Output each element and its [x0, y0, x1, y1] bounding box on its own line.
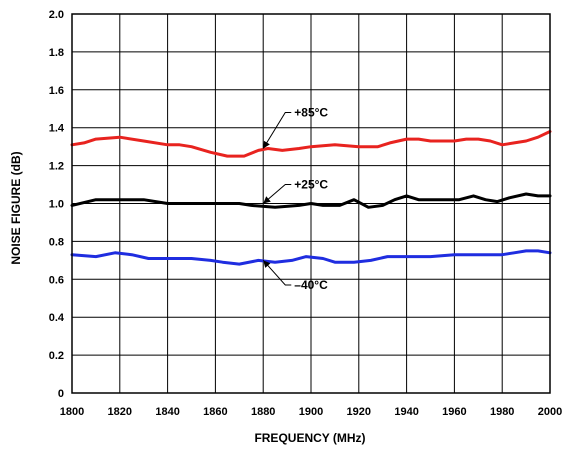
y-tick-label: 0.2 — [49, 350, 64, 362]
x-tick-label: 1820 — [108, 406, 132, 418]
y-tick-label: 0.4 — [49, 312, 65, 324]
y-axis-label: NOISE FIGURE (dB) — [9, 151, 23, 264]
x-tick-label: 1960 — [442, 406, 466, 418]
plot-frame — [71, 13, 551, 394]
series-label-arrowhead — [263, 196, 271, 204]
x-tick-label: 2000 — [538, 406, 562, 418]
series-label: +25°C — [294, 178, 328, 192]
x-tick-label: 1800 — [60, 406, 84, 418]
y-tick-label: 1.0 — [49, 199, 64, 211]
series-annotations: +85°C +25°C –40°C — [262, 106, 328, 292]
y-tick-label: 0.6 — [49, 274, 64, 286]
x-tick-label: 1900 — [299, 406, 323, 418]
x-tick-label: 1860 — [203, 406, 227, 418]
series-line — [70, 249, 552, 266]
x-axis-tick-labels: 1800 1820 1840 1860 1880 1900 1920 1940 1960 1980… — [60, 406, 562, 418]
x-tick-label: 1980 — [490, 406, 514, 418]
y-tick-label: 1.4 — [49, 123, 65, 135]
y-axis-tick-labels: 0 0.2 0.4 0.6 0.8 1.0 1.2 1.4 1.6 1.8 2.0 — [49, 9, 65, 400]
series-label-arrow — [262, 260, 292, 286]
series-label-arrow — [262, 184, 292, 204]
y-tick-label: 0.8 — [49, 236, 64, 248]
series-lines — [70, 130, 552, 266]
y-tick-label: 1.8 — [49, 47, 64, 59]
x-tick-label: 1920 — [347, 406, 371, 418]
series-line — [70, 192, 552, 209]
series-line — [70, 130, 552, 158]
series-label-arrow — [262, 112, 292, 149]
series-label-arrowhead — [263, 260, 271, 268]
x-tick-label: 1840 — [155, 406, 179, 418]
y-tick-label: 2.0 — [49, 9, 64, 21]
series-label: +85°C — [294, 106, 328, 120]
series-label-arrowhead — [263, 140, 270, 149]
x-tick-label: 1940 — [394, 406, 418, 418]
y-tick-label: 1.6 — [49, 85, 64, 97]
x-axis-label: FREQUENCY (MHz) — [254, 431, 365, 445]
x-tick-label: 1880 — [251, 406, 275, 418]
y-tick-label: 0 — [58, 388, 64, 400]
series-label: –40°C — [294, 278, 328, 292]
y-tick-label: 1.2 — [49, 161, 64, 173]
